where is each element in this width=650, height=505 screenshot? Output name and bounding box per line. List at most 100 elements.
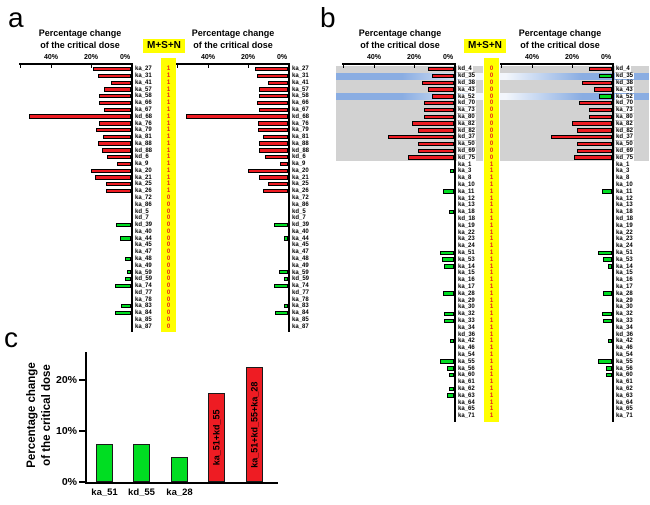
row-label: ka_1 <box>457 161 473 168</box>
dose-bar <box>448 373 454 378</box>
blue-highlight-band <box>336 93 483 101</box>
row-label: ka_25 <box>291 181 310 188</box>
dose-bar <box>106 182 131 187</box>
row-label: ka_76 <box>291 120 310 127</box>
dose-bar <box>96 127 131 133</box>
msn-value: 0 <box>166 262 171 269</box>
row-label: ka_51 <box>457 250 476 256</box>
row-label: ka_12 <box>615 195 634 202</box>
dose-bar <box>125 276 131 282</box>
row-label: ka_58 <box>134 93 153 100</box>
row-label: ka_78 <box>134 296 153 303</box>
msn-value: 1 <box>166 174 171 181</box>
msn-value: 1 <box>489 270 494 277</box>
msn-value: 0 <box>489 93 494 100</box>
msn-value: 0 <box>166 296 171 303</box>
row-label: ka_73 <box>457 107 476 114</box>
row-label: ka_1 <box>615 161 631 168</box>
dose-bar <box>133 443 150 482</box>
dose-bar <box>602 189 612 194</box>
msn-value: 0 <box>489 154 494 161</box>
row-label: ka_13 <box>457 202 476 209</box>
msn-value: 1 <box>489 168 494 175</box>
zero-axis-line <box>612 63 614 422</box>
dose-bar <box>424 107 454 113</box>
row-label: ka_26 <box>291 188 310 195</box>
dose-bar <box>268 182 288 187</box>
msn-value: 1 <box>489 236 494 243</box>
dose-bar <box>422 80 454 85</box>
msn-value: 1 <box>166 154 171 161</box>
axis-title: Percentage change of the critical dose <box>490 28 630 51</box>
row-label: ka_31 <box>134 73 153 80</box>
row-label: ka_16 <box>615 277 634 284</box>
msn-value: 1 <box>489 392 494 399</box>
dose-bar <box>443 291 454 296</box>
panel-a-letter: a <box>8 2 24 33</box>
gray-highlight-band <box>500 140 649 148</box>
row-label: ka_67 <box>291 107 310 114</box>
msn-value: 1 <box>489 290 494 297</box>
dose-bar <box>424 114 454 119</box>
row-label: kd_6 <box>291 154 307 161</box>
tick-label-0: 0% <box>119 54 131 61</box>
dose-bar <box>602 311 612 317</box>
row-label: ka_79 <box>291 127 310 134</box>
dose-bar <box>594 87 612 92</box>
dose-bar <box>432 94 454 99</box>
row-label: ka_44 <box>134 235 153 242</box>
row-label: ka_44 <box>291 235 310 242</box>
msn-value: 1 <box>489 222 494 229</box>
axis-title-line2: of the critical dose <box>360 39 440 50</box>
y-axis-title-line1: Percentage change <box>26 362 38 468</box>
gray-highlight-band <box>500 127 649 135</box>
row-label: ka_54 <box>457 352 476 358</box>
dose-bar <box>246 367 263 482</box>
row-label: ka_11 <box>615 188 634 195</box>
row-label: ka_85 <box>134 316 153 323</box>
gray-highlight-band <box>336 113 483 121</box>
zero-axis-line <box>454 63 456 422</box>
dose-bar <box>428 67 454 72</box>
msn-value: 0 <box>489 100 494 107</box>
dose-bar <box>259 141 288 146</box>
msn-value: 1 <box>489 338 494 345</box>
x-axis-line <box>85 482 278 484</box>
axis-tickmark <box>177 65 178 68</box>
msn-value: 1 <box>166 120 171 127</box>
dose-bar <box>120 236 131 241</box>
dose-bar <box>450 169 454 174</box>
msn-value: 0 <box>166 310 171 317</box>
tick-label-0: 0% <box>600 54 612 61</box>
msn-value: 0 <box>489 120 494 127</box>
dose-bar <box>99 100 131 106</box>
row-label: ka_46 <box>457 345 476 352</box>
axis-title-line1: Percentage change <box>191 28 275 38</box>
msn-value: 1 <box>166 113 171 120</box>
row-label: ka_34 <box>457 324 476 331</box>
row-label: ka_66 <box>291 100 310 107</box>
row-label: ka_33 <box>457 318 476 324</box>
row-label: ka_73 <box>615 107 634 114</box>
msn-value: 0 <box>166 222 171 229</box>
row-label: ka_67 <box>134 107 153 114</box>
blue-highlight-band <box>500 72 649 80</box>
axis-title-line2: of the critical dose <box>193 39 273 50</box>
row-label: ka_74 <box>134 283 153 290</box>
row-label: ka_9 <box>291 161 307 168</box>
row-label: kd_38 <box>615 80 635 86</box>
msn-column <box>484 58 499 422</box>
gray-highlight-band <box>500 66 649 74</box>
dose-bar <box>259 87 288 92</box>
dose-bar <box>186 114 288 119</box>
row-label: ka_10 <box>457 182 476 188</box>
row-label: ka_30 <box>615 304 634 311</box>
gray-highlight-band <box>336 66 483 74</box>
dose-bar <box>208 392 225 482</box>
dose-bar <box>589 67 612 72</box>
msn-value: 1 <box>489 365 494 372</box>
msn-value: 1 <box>489 161 494 168</box>
msn-value: 0 <box>166 195 171 202</box>
tick-label-20: 20% <box>83 54 98 61</box>
